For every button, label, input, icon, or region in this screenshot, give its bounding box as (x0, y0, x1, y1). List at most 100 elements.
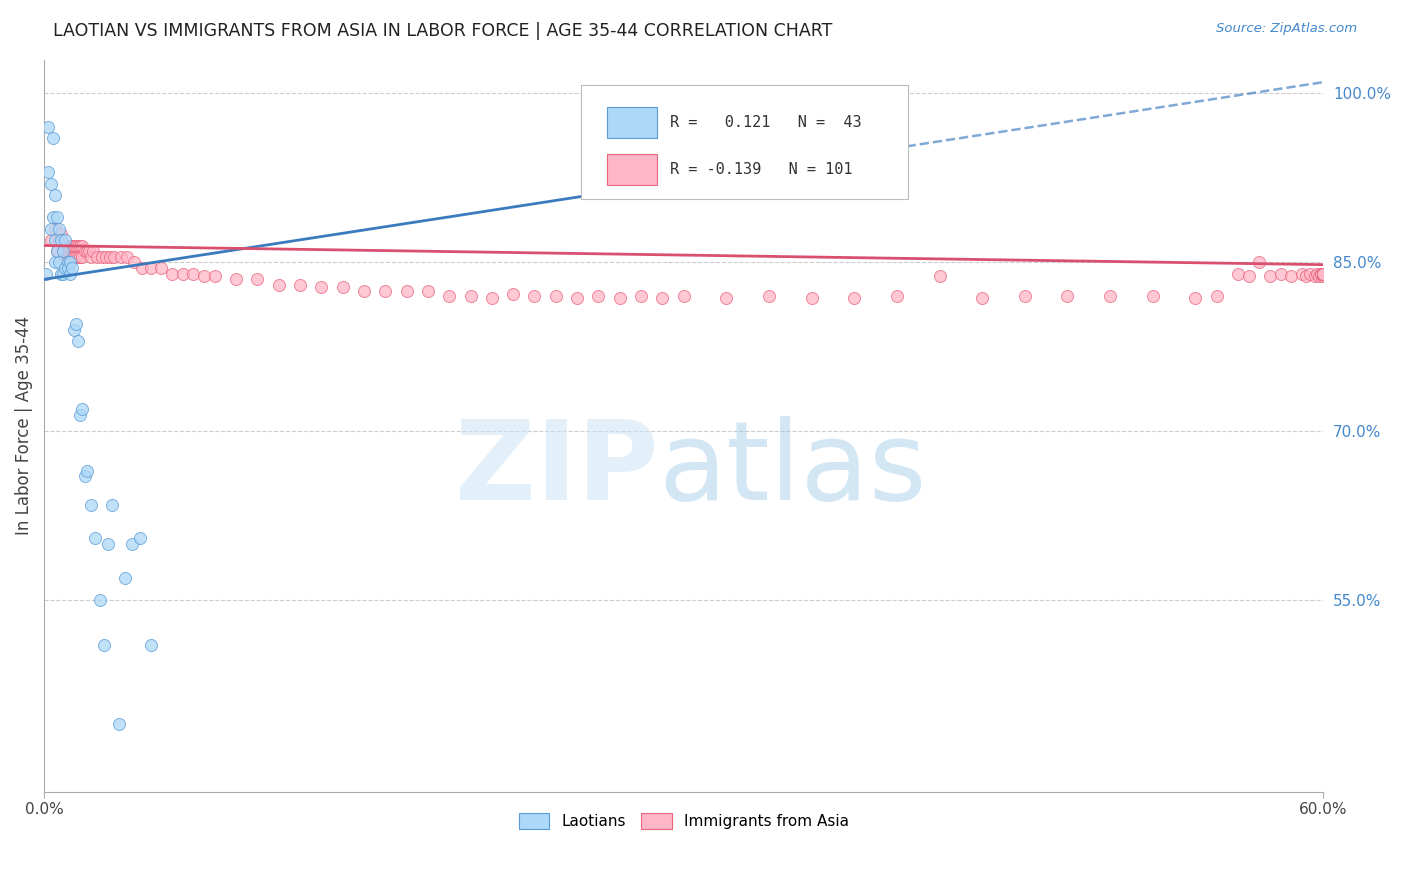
Point (886, 289, 908, 303)
Point (80, 498, 103, 512)
Point (39, 221, 62, 235)
Text: ZIP: ZIP (454, 417, 658, 524)
Point (1312, 267, 1334, 281)
Point (55, 233, 77, 247)
Point (121, 537, 143, 551)
Point (117, 250, 139, 264)
Point (1099, 289, 1122, 303)
Text: LAOTIAN VS IMMIGRANTS FROM ASIA IN LABOR FORCE | AGE 35-44 CORRELATION CHART: LAOTIAN VS IMMIGRANTS FROM ASIA IN LABOR… (53, 22, 832, 40)
Point (101, 498, 124, 512)
Point (45, 211, 67, 225)
Point (1227, 267, 1250, 281)
Point (60, 260, 83, 275)
Point (77, 244, 100, 259)
Point (928, 268, 950, 283)
Point (1312, 267, 1334, 281)
Point (103, 250, 125, 264)
Point (39, 233, 62, 247)
Point (44, 221, 66, 235)
Point (69, 408, 91, 422)
Point (84, 532, 107, 546)
Point (48, 221, 70, 235)
Point (52, 267, 75, 281)
Point (48, 255, 70, 269)
Point (193, 268, 215, 283)
Point (1249, 255, 1271, 269)
Point (69, 250, 91, 264)
Point (114, 571, 136, 585)
Point (609, 292, 631, 306)
Point (1312, 267, 1334, 281)
Point (37, 165, 59, 179)
Point (588, 289, 610, 303)
Point (1312, 267, 1334, 281)
Point (56, 255, 79, 269)
Point (52, 244, 75, 259)
Point (437, 289, 460, 303)
Point (76, 244, 98, 259)
Point (122, 255, 145, 269)
Point (56, 250, 79, 264)
Point (60, 250, 83, 264)
Point (51, 227, 73, 242)
Point (80, 250, 103, 264)
Point (1299, 267, 1322, 281)
Point (65, 238, 87, 252)
Point (67, 238, 90, 252)
Point (51, 267, 73, 281)
Point (716, 292, 738, 306)
Text: Source: ZipAtlas.com: Source: ZipAtlas.com (1216, 22, 1357, 36)
Point (204, 268, 226, 283)
Point (1303, 268, 1326, 283)
Point (55, 260, 77, 275)
Point (972, 292, 994, 306)
Point (65, 250, 87, 264)
Point (129, 532, 152, 546)
Point (44, 233, 66, 247)
Point (374, 284, 396, 298)
Point (90, 250, 112, 264)
Point (56, 260, 79, 275)
Point (67, 250, 90, 264)
Point (55, 250, 77, 264)
Point (59, 267, 82, 281)
Point (63, 238, 86, 252)
Point (97, 537, 120, 551)
Point (523, 289, 546, 303)
Point (59, 250, 82, 264)
Point (288, 277, 311, 292)
Point (844, 292, 866, 306)
Point (59, 255, 82, 269)
Point (60, 238, 83, 252)
Point (460, 289, 482, 303)
Point (73, 244, 96, 259)
Point (309, 280, 332, 294)
Point (55, 244, 77, 259)
Point (63, 323, 86, 337)
Point (86, 250, 108, 264)
Point (131, 260, 153, 275)
Point (52, 244, 75, 259)
Point (1279, 268, 1302, 283)
Point (544, 289, 567, 303)
Point (1142, 289, 1164, 303)
Point (1312, 267, 1334, 281)
Point (172, 267, 194, 281)
FancyBboxPatch shape (607, 107, 657, 137)
Y-axis label: In Labor Force | Age 35-44: In Labor Force | Age 35-44 (15, 317, 32, 535)
Point (44, 187, 66, 202)
Point (89, 593, 111, 607)
Point (1306, 267, 1329, 281)
Point (1312, 268, 1334, 283)
Point (481, 292, 503, 306)
Point (93, 639, 115, 653)
Point (1205, 289, 1227, 303)
Point (416, 284, 439, 298)
Point (758, 289, 780, 303)
Point (225, 272, 247, 286)
Point (41, 211, 63, 225)
Point (1310, 267, 1333, 281)
Point (630, 289, 652, 303)
Point (35, 267, 58, 281)
Point (1056, 289, 1078, 303)
